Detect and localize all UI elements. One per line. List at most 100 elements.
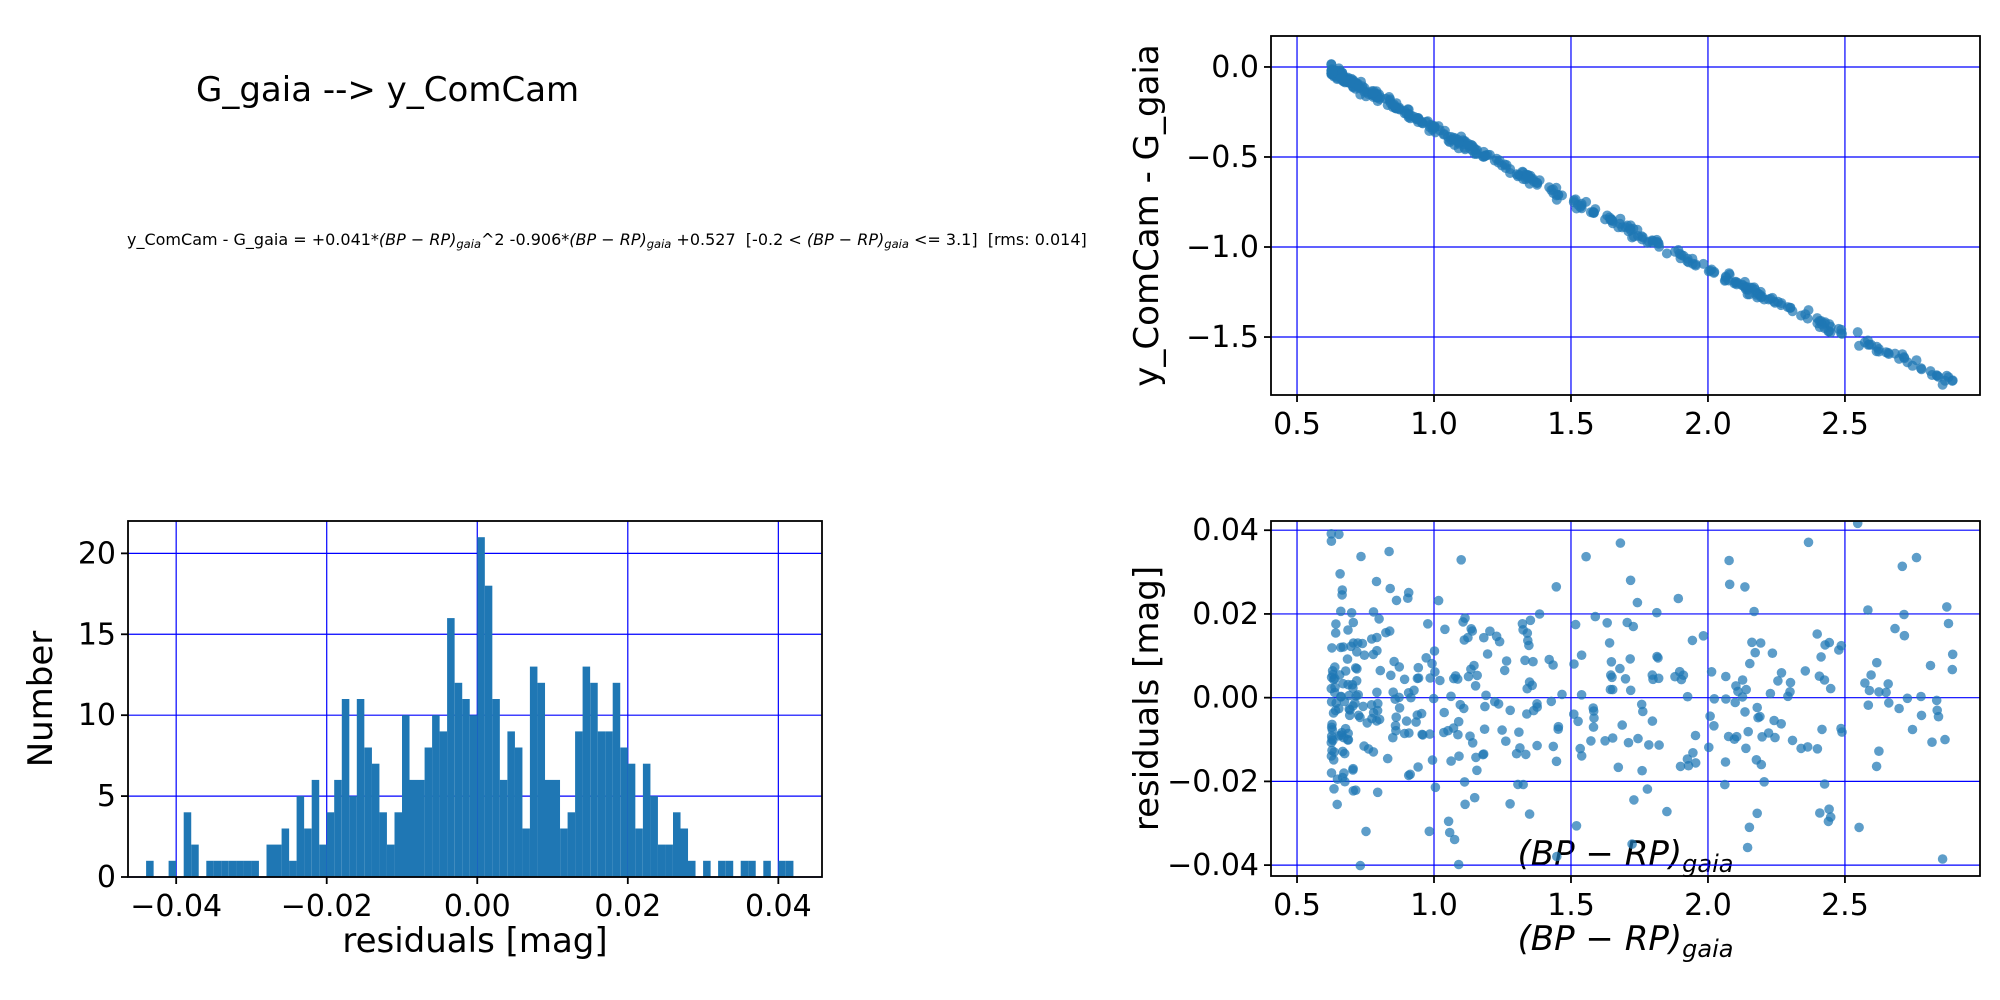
- histogram-bar: [341, 699, 350, 877]
- tick-labels: 0.5 1.0 1.5 2.0 2.5 0.0 −0.5 −1.0 −1.5: [1186, 50, 1869, 442]
- equation-segment: (BP − RP): [806, 230, 885, 249]
- scatter-point: [1600, 736, 1610, 746]
- scatter-point: [1413, 662, 1424, 673]
- scatter-point: [1752, 808, 1762, 819]
- scatter-point: [1355, 860, 1366, 871]
- scatter-point: [1759, 777, 1769, 787]
- histogram-bar: [567, 812, 576, 877]
- histogram-bar: [703, 860, 711, 877]
- x-tick-label: −0.02: [281, 889, 373, 924]
- histogram-bar: [462, 699, 470, 877]
- scatter-point: [1916, 710, 1927, 721]
- scatter-point: [1481, 690, 1491, 701]
- scatter-point: [1916, 691, 1926, 702]
- histogram-bars: [146, 537, 794, 877]
- histogram-bar: [740, 860, 749, 877]
- y-tick-label: 15: [78, 617, 116, 652]
- scatter-point: [1417, 729, 1427, 740]
- scatter-point: [1724, 579, 1735, 590]
- histogram-bar: [763, 860, 771, 877]
- histogram-bar: [484, 585, 493, 877]
- histogram-bar: [364, 747, 372, 877]
- scatter-point: [1602, 618, 1612, 628]
- scatter-point: [1742, 842, 1753, 853]
- scatter-point: [1925, 660, 1936, 671]
- scatter-point: [1433, 595, 1444, 606]
- y-tick-label: −1.0: [1186, 230, 1259, 265]
- histogram-bar: [447, 618, 455, 877]
- histogram-bar: [349, 796, 357, 877]
- tick-marks: [121, 552, 780, 884]
- scatter-point: [1338, 642, 1349, 652]
- histogram-bar: [439, 731, 448, 877]
- histogram-bar: [409, 779, 418, 877]
- scatter-point: [1546, 696, 1557, 707]
- scatter-point: [1444, 827, 1455, 838]
- scatter-point: [1348, 617, 1359, 628]
- scatter-point: [1755, 638, 1766, 648]
- scatter-point: [1652, 607, 1662, 618]
- scatter-point: [1479, 724, 1490, 734]
- equation-subscript: gaia: [884, 237, 909, 252]
- scatter-point: [1947, 375, 1958, 386]
- scatter-point: [1682, 691, 1693, 702]
- scatter-point: [1576, 690, 1587, 700]
- x-tick-label: 1.0: [1410, 407, 1458, 442]
- scatter-point: [1569, 659, 1579, 669]
- scatter-point: [1864, 339, 1875, 350]
- scatter-point: [1522, 683, 1532, 694]
- scatter-point: [1391, 595, 1402, 606]
- x-axis-label: (BP − RP)gaia: [1518, 919, 1734, 963]
- scatter-point: [1825, 683, 1836, 694]
- histogram-bar: [402, 715, 410, 877]
- scatter-point: [1576, 200, 1587, 211]
- histogram-bar: [221, 860, 229, 877]
- scatter-point: [1573, 716, 1583, 727]
- scatter-point: [1590, 611, 1601, 622]
- scatter-point: [1623, 737, 1634, 748]
- histogram-bar: [680, 828, 689, 877]
- histogram-bar: [529, 666, 538, 877]
- equation-segment: +0.527 [-0.2 <: [671, 230, 807, 249]
- scatter-point: [1534, 609, 1545, 619]
- scatter-point: [1327, 725, 1338, 735]
- scatter-point: [1373, 698, 1383, 709]
- histogram-bar: [612, 682, 621, 877]
- scatter-point: [1636, 699, 1647, 710]
- scatter-point: [1947, 649, 1958, 660]
- x-tick-label: −0.04: [130, 889, 222, 924]
- x-axis-label: residuals [mag]: [342, 921, 607, 961]
- scatter-point: [1576, 751, 1587, 761]
- histogram-bar: [168, 860, 177, 877]
- scatter-point: [1815, 808, 1825, 818]
- scatter-point: [1490, 696, 1500, 707]
- scatter-point: [1532, 740, 1542, 751]
- scatter-point: [1551, 756, 1562, 767]
- scatter-point: [1361, 826, 1371, 837]
- scatter-point: [1625, 654, 1635, 664]
- scatter-point: [1348, 765, 1358, 775]
- scatter-point: [1897, 561, 1908, 572]
- histogram-bar: [251, 860, 259, 877]
- histogram-bar: [597, 731, 606, 877]
- histogram-bar: [356, 699, 365, 877]
- scatter-point: [1705, 711, 1715, 721]
- scatter-point: [1852, 327, 1863, 338]
- x-tick-label: 0.5: [1273, 888, 1321, 923]
- scatter-point: [1824, 804, 1834, 814]
- scatter-point: [1763, 728, 1774, 738]
- scatter-point: [1469, 792, 1480, 803]
- scatter-point: [1358, 701, 1368, 712]
- scatter-point: [1607, 733, 1618, 743]
- scatter-point: [1740, 582, 1750, 592]
- scatter-point: [1368, 607, 1379, 617]
- y-axis-label: y_ComCam - G_gaia: [1127, 44, 1167, 386]
- scatter-point: [1803, 537, 1814, 548]
- scatter-point: [1435, 675, 1445, 686]
- y-tick-label: 5: [97, 779, 116, 814]
- histogram-bar: [266, 844, 275, 877]
- histogram-bar: [454, 682, 463, 877]
- histogram-bar: [379, 812, 387, 877]
- scatter-point: [1548, 741, 1559, 752]
- scatter-point: [1347, 77, 1358, 88]
